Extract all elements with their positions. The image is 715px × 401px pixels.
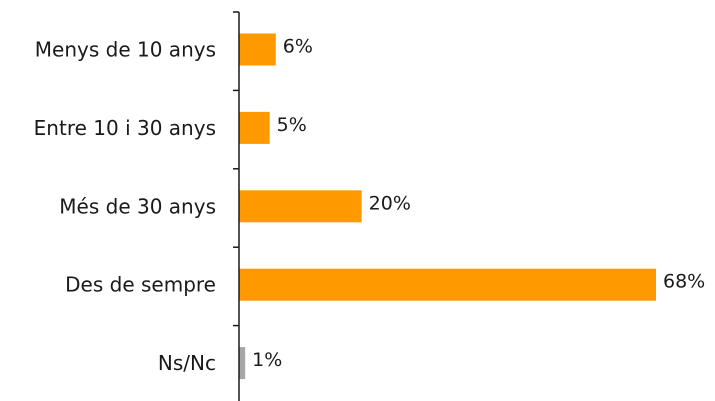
value-labels: 6% 5% 20% 68% 1% [252,36,705,372]
value-label: 6% [283,36,313,58]
category-label: Més de 30 anys [59,194,216,218]
category-label: Des de sempre [65,273,216,297]
value-label: 1% [252,349,282,371]
value-label: 20% [369,192,411,214]
bar [239,347,246,380]
bar [239,33,276,66]
category-label: Menys de 10 anys [35,38,216,62]
bar [239,190,362,223]
category-label: Ns/Nc [158,351,216,375]
value-label: 68% [663,271,705,293]
bars-group [239,33,656,380]
axis-ticks [233,11,239,327]
category-label: Entre 10 i 30 anys [34,116,216,140]
bar [239,268,656,301]
bar [239,111,270,144]
category-labels: Menys de 10 anys Entre 10 i 30 anys Més de… [34,38,216,376]
value-label: 5% [277,114,307,136]
